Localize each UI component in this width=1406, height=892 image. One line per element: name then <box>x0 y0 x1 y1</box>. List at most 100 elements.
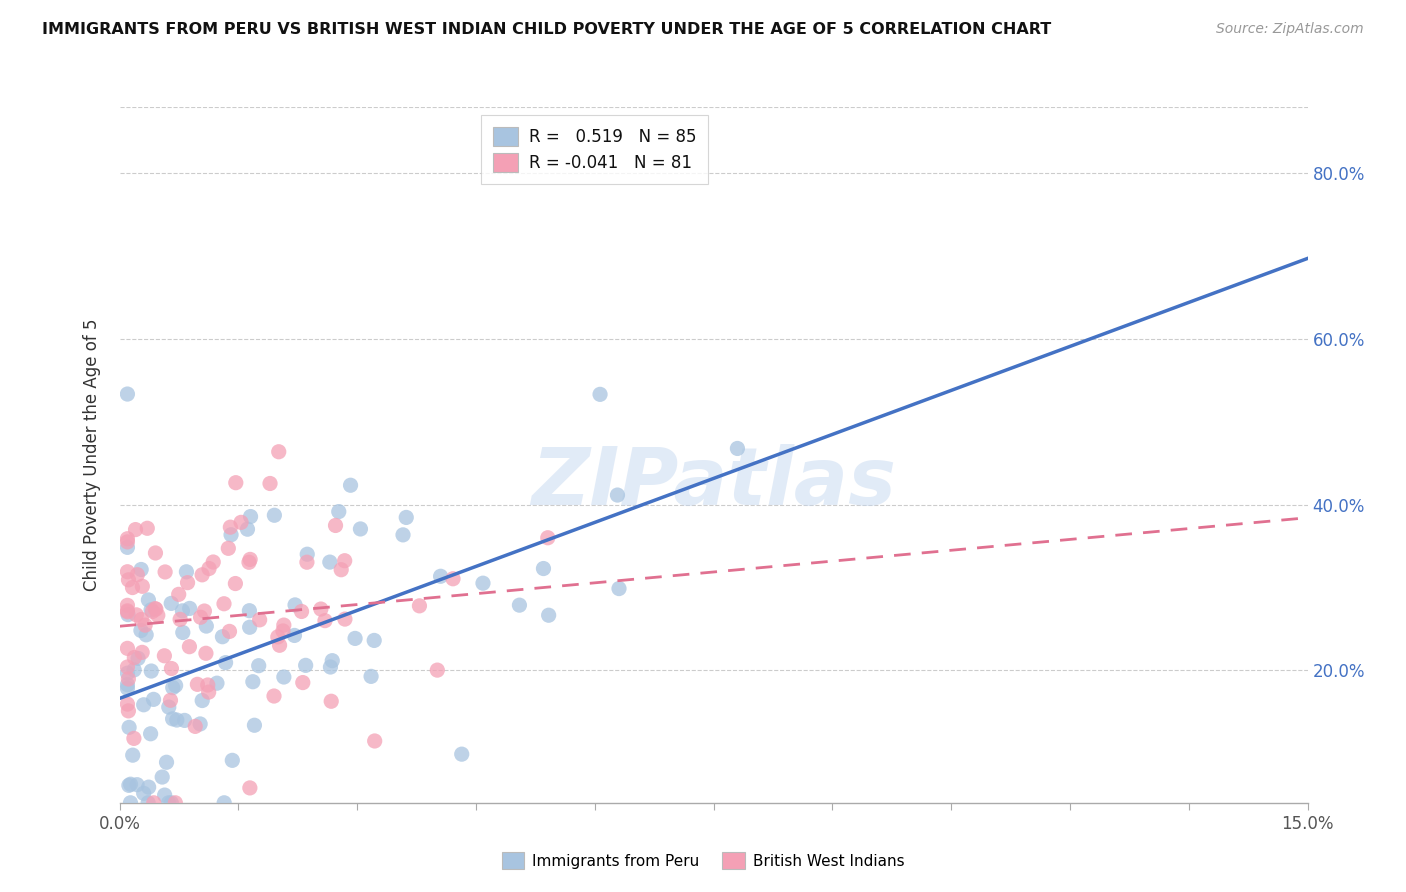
Point <box>153 648 176 663</box>
Point <box>214 656 236 670</box>
Point <box>212 597 235 611</box>
Point <box>344 632 367 646</box>
Point <box>349 522 371 536</box>
Point <box>243 718 266 732</box>
Point <box>212 796 235 810</box>
Point <box>360 669 382 683</box>
Point <box>205 676 228 690</box>
Point <box>606 488 628 502</box>
Point <box>117 605 139 619</box>
Point <box>339 478 361 492</box>
Point <box>153 788 176 802</box>
Point <box>165 796 187 810</box>
Point <box>138 780 160 794</box>
Point <box>132 786 155 800</box>
Point <box>129 624 152 638</box>
Point <box>217 541 239 556</box>
Point <box>176 575 198 590</box>
Point <box>269 638 291 652</box>
Point <box>117 666 139 681</box>
Point <box>160 596 183 610</box>
Point <box>176 565 198 579</box>
Point <box>117 532 139 546</box>
Point <box>238 555 260 569</box>
Point <box>273 670 295 684</box>
Point <box>202 555 225 569</box>
Point <box>117 387 139 401</box>
Point <box>124 523 146 537</box>
Point <box>238 604 260 618</box>
Point <box>236 522 259 536</box>
Point <box>139 727 162 741</box>
Point <box>589 387 612 401</box>
Point <box>218 624 240 639</box>
Point <box>139 603 162 617</box>
Point <box>179 601 201 615</box>
Point <box>195 619 218 633</box>
Point <box>363 734 385 748</box>
Point <box>267 630 290 644</box>
Point <box>533 561 555 575</box>
Point <box>117 565 139 579</box>
Point <box>328 505 350 519</box>
Point <box>508 598 530 612</box>
Point <box>117 607 139 622</box>
Point <box>295 555 318 569</box>
Point <box>166 713 188 727</box>
Point <box>120 777 142 791</box>
Text: Source: ZipAtlas.com: Source: ZipAtlas.com <box>1216 22 1364 37</box>
Point <box>363 633 385 648</box>
Point <box>162 681 184 695</box>
Point <box>190 610 212 624</box>
Point <box>127 651 149 665</box>
Point <box>141 604 163 618</box>
Point <box>247 658 270 673</box>
Point <box>127 567 149 582</box>
Point <box>136 521 159 535</box>
Point <box>117 681 139 696</box>
Point <box>157 700 180 714</box>
Point <box>537 608 560 623</box>
Point <box>267 444 290 458</box>
Point <box>131 579 153 593</box>
Point <box>239 509 262 524</box>
Point <box>263 689 285 703</box>
Point <box>142 796 165 810</box>
Point <box>392 528 415 542</box>
Point <box>117 678 139 692</box>
Point <box>160 661 183 675</box>
Point <box>131 645 153 659</box>
Point <box>153 565 176 579</box>
Point <box>157 796 180 810</box>
Point <box>221 753 243 767</box>
Point <box>229 516 252 530</box>
Point <box>134 618 156 632</box>
Point <box>607 582 630 596</box>
Point <box>239 552 262 566</box>
Point <box>118 720 141 734</box>
Point <box>155 756 177 770</box>
Point <box>165 678 187 692</box>
Point <box>117 535 139 549</box>
Point <box>150 770 173 784</box>
Point <box>284 598 307 612</box>
Point <box>224 576 246 591</box>
Point <box>117 697 139 711</box>
Point <box>125 778 148 792</box>
Point <box>197 678 219 692</box>
Legend: Immigrants from Peru, British West Indians: Immigrants from Peru, British West India… <box>495 846 911 875</box>
Point <box>122 663 145 677</box>
Point <box>121 748 143 763</box>
Point <box>239 620 262 634</box>
Point <box>191 693 214 707</box>
Y-axis label: Child Poverty Under the Age of 5: Child Poverty Under the Age of 5 <box>83 318 101 591</box>
Point <box>219 528 242 542</box>
Point <box>125 607 148 622</box>
Point <box>117 660 139 674</box>
Point <box>297 547 319 561</box>
Point <box>191 567 214 582</box>
Point <box>169 612 191 626</box>
Point <box>472 576 495 591</box>
Point <box>132 698 155 712</box>
Point <box>167 587 190 601</box>
